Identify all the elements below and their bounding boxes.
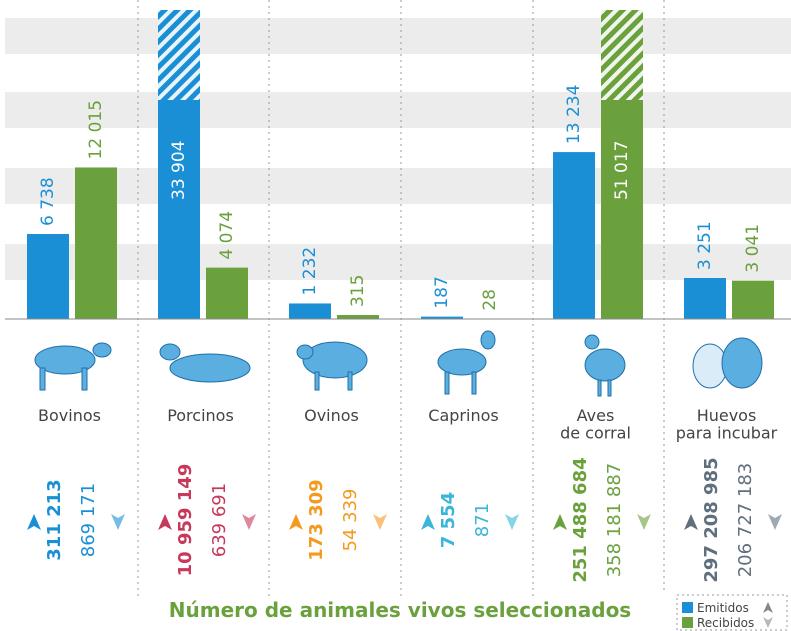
down-arrow bbox=[637, 514, 651, 530]
category-label: Ovinos bbox=[304, 406, 359, 425]
legend-label: Emitidos bbox=[697, 601, 749, 615]
total-emitidos: 311 213 bbox=[44, 479, 65, 560]
legend-label: Recibidos bbox=[697, 616, 754, 630]
value-label: 6 738 bbox=[38, 177, 58, 226]
value-label: 28 bbox=[480, 289, 500, 311]
category-label: Caprinos bbox=[428, 406, 498, 425]
legend-swatch bbox=[682, 602, 693, 613]
total-emitidos: 297 208 985 bbox=[701, 457, 722, 582]
bar bbox=[289, 303, 331, 319]
up-arrow bbox=[421, 514, 435, 530]
bar-break-hatch bbox=[158, 10, 200, 100]
down-arrow bbox=[768, 514, 782, 530]
up-arrow bbox=[553, 514, 567, 530]
value-label: 3 251 bbox=[695, 221, 715, 270]
up-arrow bbox=[289, 514, 303, 530]
value-label: 13 234 bbox=[564, 85, 584, 144]
value-label: 3 041 bbox=[743, 224, 763, 273]
total-recibidos: 54 339 bbox=[340, 489, 361, 552]
value-label: 4 074 bbox=[217, 211, 237, 260]
value-label: 33 904 bbox=[169, 141, 189, 200]
value-label: 1 232 bbox=[300, 247, 320, 296]
total-recibidos: 869 171 bbox=[78, 483, 99, 557]
total-emitidos: 7 554 bbox=[438, 492, 459, 548]
total-recibidos: 206 727 183 bbox=[735, 463, 756, 578]
value-label: 315 bbox=[348, 275, 368, 307]
bar bbox=[732, 281, 774, 319]
down-arrow bbox=[373, 514, 387, 530]
value-label: 51 017 bbox=[612, 141, 632, 200]
stripes bbox=[5, 18, 791, 280]
down-arrow bbox=[242, 514, 256, 530]
bar bbox=[27, 234, 69, 319]
footer-title: Número de animales vivos seleccionados bbox=[169, 598, 631, 622]
total-recibidos: 871 bbox=[472, 503, 493, 537]
legend-up-arrow bbox=[763, 602, 773, 613]
down-arrow bbox=[111, 514, 125, 530]
page: {"chart_data": {"type": "bar", "categori… bbox=[0, 0, 791, 631]
value-label: 187 bbox=[432, 276, 452, 308]
up-arrow bbox=[684, 514, 698, 530]
total-emitidos: 10 959 149 bbox=[175, 464, 196, 577]
legend-swatch bbox=[682, 617, 693, 628]
up-arrow bbox=[158, 514, 172, 530]
bar bbox=[75, 167, 117, 319]
category-label: Porcinos bbox=[167, 406, 234, 425]
total-recibidos: 358 181 887 bbox=[604, 463, 625, 578]
bar bbox=[684, 278, 726, 319]
icons bbox=[35, 331, 762, 396]
up-arrow bbox=[27, 514, 41, 530]
bar bbox=[553, 152, 595, 319]
total-emitidos: 251 488 684 bbox=[570, 457, 591, 582]
chart: EmitidosRecibidos 6 738 12 015 Bovinos 311 … bbox=[0, 0, 791, 631]
value-label: 12 015 bbox=[86, 100, 106, 159]
bar bbox=[337, 315, 379, 319]
category-label: Bovinos bbox=[38, 406, 101, 425]
total-recibidos: 639 691 bbox=[209, 483, 230, 557]
total-emitidos: 173 309 bbox=[306, 479, 327, 560]
down-arrow bbox=[505, 514, 519, 530]
bar-break-hatch bbox=[601, 10, 643, 100]
bar bbox=[206, 268, 248, 319]
legend-down-arrow bbox=[763, 617, 773, 628]
